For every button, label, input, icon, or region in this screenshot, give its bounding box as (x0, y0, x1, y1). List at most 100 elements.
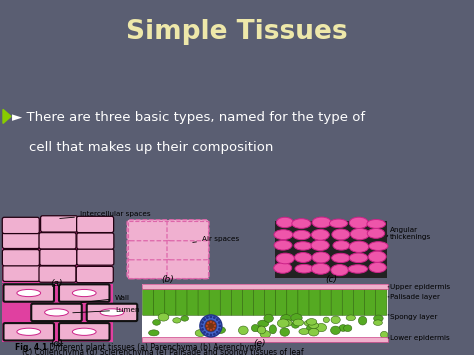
Bar (142, 284, 388, 342)
Ellipse shape (206, 333, 209, 336)
FancyBboxPatch shape (127, 220, 169, 241)
Ellipse shape (309, 328, 319, 336)
Text: Spongy layer: Spongy layer (390, 314, 438, 320)
Ellipse shape (205, 318, 216, 326)
Ellipse shape (173, 318, 181, 323)
Ellipse shape (213, 322, 215, 324)
Bar (128, 221, 208, 278)
Ellipse shape (201, 328, 204, 331)
FancyBboxPatch shape (2, 232, 39, 248)
Ellipse shape (291, 314, 302, 322)
Ellipse shape (148, 330, 159, 336)
Ellipse shape (258, 320, 269, 327)
Ellipse shape (205, 320, 217, 332)
Ellipse shape (17, 328, 41, 335)
Ellipse shape (350, 228, 369, 240)
FancyBboxPatch shape (2, 217, 39, 234)
Ellipse shape (316, 323, 327, 332)
FancyBboxPatch shape (254, 289, 265, 315)
FancyBboxPatch shape (198, 289, 210, 315)
Text: (d): (d) (51, 339, 64, 348)
FancyBboxPatch shape (127, 258, 169, 279)
Ellipse shape (201, 324, 203, 327)
Polygon shape (3, 109, 11, 124)
FancyBboxPatch shape (59, 284, 109, 302)
Ellipse shape (206, 316, 209, 319)
Ellipse shape (73, 328, 96, 335)
FancyBboxPatch shape (375, 289, 387, 315)
FancyBboxPatch shape (2, 250, 39, 266)
Ellipse shape (210, 316, 212, 318)
Ellipse shape (276, 253, 294, 264)
FancyBboxPatch shape (77, 216, 114, 233)
Ellipse shape (238, 326, 248, 335)
Ellipse shape (210, 334, 212, 336)
FancyBboxPatch shape (165, 289, 176, 315)
FancyBboxPatch shape (154, 289, 165, 315)
Text: (b): (b) (162, 275, 174, 284)
Ellipse shape (346, 315, 356, 321)
Ellipse shape (348, 265, 367, 273)
Ellipse shape (276, 217, 293, 228)
Ellipse shape (311, 263, 330, 274)
Ellipse shape (213, 316, 216, 319)
Ellipse shape (323, 317, 329, 323)
Text: ► There are three basic types, named for the type of: ► There are three basic types, named for… (12, 111, 365, 124)
Ellipse shape (201, 321, 204, 324)
Bar (128, 221, 208, 278)
Bar (2, 284, 113, 342)
FancyBboxPatch shape (309, 289, 320, 315)
Text: Simple Tissues: Simple Tissues (126, 19, 348, 45)
FancyBboxPatch shape (320, 289, 331, 315)
Ellipse shape (216, 318, 219, 321)
Bar (2, 218, 113, 283)
Ellipse shape (332, 253, 350, 263)
Bar (275, 221, 387, 278)
Ellipse shape (292, 219, 311, 228)
FancyBboxPatch shape (3, 323, 54, 340)
Ellipse shape (73, 289, 96, 297)
Ellipse shape (251, 324, 259, 332)
Text: Palisade layer: Palisade layer (390, 294, 440, 300)
Ellipse shape (294, 252, 312, 262)
Text: (c) Collenchyma (d) Sclerenchyma (e) Palisade and spongy tissues of leaf: (c) Collenchyma (d) Sclerenchyma (e) Pal… (15, 348, 304, 355)
Ellipse shape (277, 319, 289, 328)
Ellipse shape (339, 324, 347, 331)
Ellipse shape (282, 320, 292, 326)
Ellipse shape (213, 333, 216, 336)
Ellipse shape (306, 318, 317, 325)
Ellipse shape (280, 328, 290, 336)
Ellipse shape (200, 315, 222, 337)
FancyBboxPatch shape (287, 289, 298, 315)
FancyBboxPatch shape (77, 249, 114, 265)
Ellipse shape (17, 289, 41, 297)
Ellipse shape (292, 322, 300, 328)
FancyBboxPatch shape (331, 289, 343, 315)
FancyBboxPatch shape (39, 266, 76, 282)
Ellipse shape (374, 315, 383, 322)
Ellipse shape (368, 251, 386, 262)
Ellipse shape (207, 322, 209, 324)
Ellipse shape (311, 229, 329, 240)
Ellipse shape (312, 217, 331, 228)
FancyBboxPatch shape (231, 289, 243, 315)
Ellipse shape (216, 331, 219, 334)
FancyBboxPatch shape (276, 289, 287, 315)
FancyBboxPatch shape (220, 289, 232, 315)
Text: Different plant tissues (a) Parenchyma (b) Aerenchyma: Different plant tissues (a) Parenchyma (… (47, 343, 261, 352)
Ellipse shape (195, 329, 206, 337)
Ellipse shape (374, 320, 383, 326)
Ellipse shape (218, 328, 220, 331)
FancyBboxPatch shape (167, 258, 209, 279)
Ellipse shape (214, 325, 216, 327)
Ellipse shape (311, 240, 329, 251)
FancyBboxPatch shape (242, 289, 254, 315)
Ellipse shape (207, 328, 209, 330)
Ellipse shape (381, 331, 388, 338)
FancyBboxPatch shape (187, 289, 198, 315)
FancyBboxPatch shape (31, 304, 82, 321)
Bar (142, 284, 388, 289)
FancyBboxPatch shape (298, 289, 309, 315)
Ellipse shape (210, 329, 212, 331)
Ellipse shape (158, 313, 169, 321)
